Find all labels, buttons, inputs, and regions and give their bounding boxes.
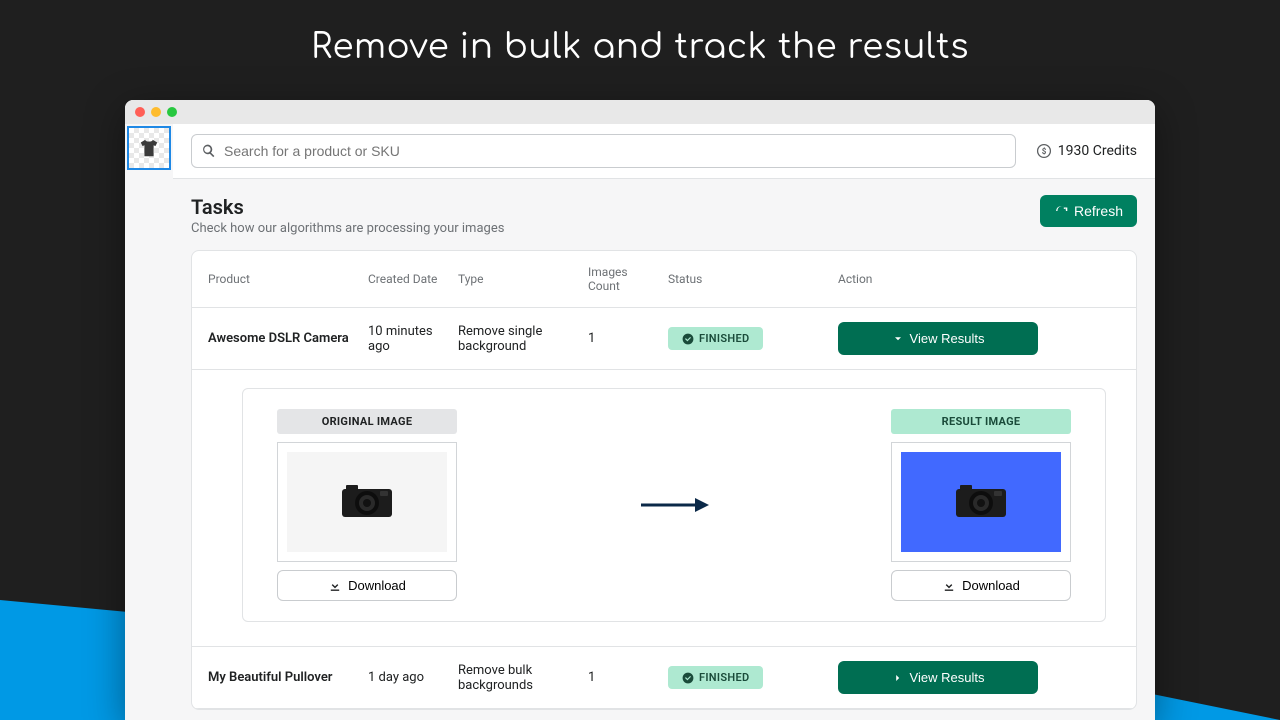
view-results-button[interactable]: View Results (838, 661, 1038, 694)
col-count: Images Count (588, 265, 658, 293)
cell-created: 1 day ago (368, 670, 448, 685)
camera-icon (332, 477, 402, 527)
page-subtitle: Check how our algorithms are processing … (191, 221, 504, 236)
minimize-icon[interactable] (151, 107, 161, 117)
table-row: My Beautiful Pullover 1 day ago Remove b… (192, 647, 1136, 709)
status-text: FINISHED (699, 671, 749, 684)
view-results-label: View Results (910, 331, 985, 346)
cell-count: 1 (588, 670, 658, 685)
sidebar (125, 124, 173, 720)
download-label: Download (348, 578, 406, 593)
svg-text:$: $ (1042, 147, 1047, 156)
original-image-label: ORIGINAL IMAGE (277, 409, 457, 434)
app-logo[interactable] (127, 126, 171, 170)
original-image-column: ORIGINAL IMAGE (267, 409, 467, 601)
maximize-icon[interactable] (167, 107, 177, 117)
col-status: Status (668, 272, 828, 286)
download-result-button[interactable]: Download (891, 570, 1071, 601)
arrow-icon (634, 495, 714, 515)
cell-count: 1 (588, 331, 658, 346)
window-titlebar (125, 100, 1155, 124)
credits-icon: $ (1036, 143, 1052, 159)
table-row: Awesome DSLR Camera 10 minutes ago Remov… (192, 308, 1136, 370)
app-window: $ 1930 Credits Tasks Check how our algor… (125, 100, 1155, 720)
cell-type: Remove bulk backgrounds (458, 663, 578, 693)
cell-product: Awesome DSLR Camera (208, 331, 358, 346)
refresh-button[interactable]: Refresh (1040, 195, 1137, 227)
col-action: Action (838, 272, 1038, 286)
refresh-icon (1054, 204, 1068, 218)
chevron-down-icon (892, 333, 904, 345)
expanded-results: ORIGINAL IMAGE (192, 370, 1136, 647)
status-text: FINISHED (699, 332, 749, 345)
credits-display[interactable]: $ 1930 Credits (1036, 143, 1137, 159)
cell-type: Remove single background (458, 324, 578, 354)
table-header: Product Created Date Type Images Count S… (192, 251, 1136, 308)
status-badge: FINISHED (668, 327, 763, 350)
topbar: $ 1930 Credits (173, 124, 1155, 179)
result-image-label: RESULT IMAGE (891, 409, 1071, 434)
download-icon (942, 579, 956, 593)
tasks-table: Product Created Date Type Images Count S… (191, 250, 1137, 710)
chevron-right-icon (892, 672, 904, 684)
search-icon (201, 143, 217, 159)
cell-product: My Beautiful Pullover (208, 670, 358, 685)
search-input[interactable] (191, 134, 1016, 168)
camera-icon (946, 477, 1016, 527)
status-badge: FINISHED (668, 666, 763, 689)
view-results-button[interactable]: View Results (838, 322, 1038, 355)
view-results-label: View Results (910, 670, 985, 685)
result-image-frame (891, 442, 1071, 562)
original-image-frame (277, 442, 457, 562)
cell-created: 10 minutes ago (368, 324, 448, 354)
page-title: Tasks (191, 195, 504, 219)
col-type: Type (458, 272, 578, 286)
col-product: Product (208, 272, 358, 286)
check-circle-icon (682, 672, 694, 684)
result-image-column: RESULT IMAGE (881, 409, 1081, 601)
check-circle-icon (682, 333, 694, 345)
tshirt-icon (138, 137, 160, 159)
hero-title: Remove in bulk and track the results (0, 0, 1280, 84)
download-original-button[interactable]: Download (277, 570, 457, 601)
download-label: Download (962, 578, 1020, 593)
credits-label: 1930 Credits (1058, 143, 1137, 159)
col-created: Created Date (368, 272, 448, 286)
refresh-label: Refresh (1074, 203, 1123, 219)
download-icon (328, 579, 342, 593)
close-icon[interactable] (135, 107, 145, 117)
